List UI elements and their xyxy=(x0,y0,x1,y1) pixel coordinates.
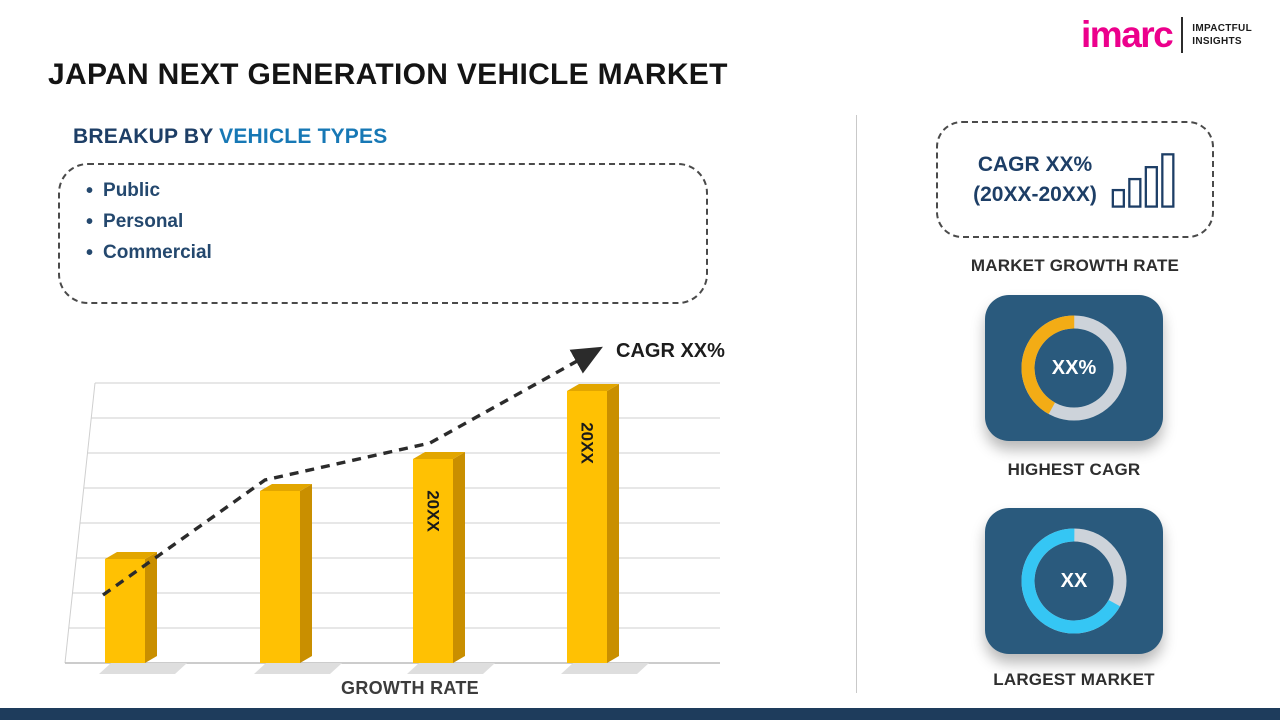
growth-bar-chart: 20XX 20XX xyxy=(40,330,740,700)
list-item: • Commercial xyxy=(86,242,680,265)
vehicle-type-label: Commercial xyxy=(103,241,212,263)
cagr-annotation: CAGR XX% xyxy=(616,340,725,362)
breakup-heading-highlight: VEHICLE TYPES xyxy=(219,125,388,148)
logo-separator xyxy=(1181,16,1184,53)
list-item: • Personal xyxy=(86,211,680,234)
cagr-growth-box: CAGR XX% (20XX-20XX) xyxy=(936,121,1214,238)
vehicle-types-list: • Public • Personal • Commercial xyxy=(86,180,680,264)
bar-chart-canvas: 20XX 20XX xyxy=(64,346,720,674)
cagr-growth-text: CAGR XX% (20XX-20XX) xyxy=(973,150,1097,209)
breakup-heading: BREAKUP BY VEHICLE TYPES xyxy=(73,125,387,149)
page-title: JAPAN NEXT GENERATION VEHICLE MARKET xyxy=(48,58,728,91)
highest-cagr-caption: HIGHEST CAGR xyxy=(1007,460,1141,479)
highest-cagr-card: XX% xyxy=(985,295,1163,441)
logo-tagline-bottom: INSIGHTS xyxy=(1192,35,1242,47)
market-growth-caption: MARKET GROWTH RATE xyxy=(970,256,1180,275)
largest-market-caption: LARGEST MARKET xyxy=(993,670,1155,689)
chart-x-axis-label: GROWTH RATE xyxy=(341,678,479,698)
footer-bar xyxy=(0,708,1280,720)
vehicle-type-label: Personal xyxy=(103,210,184,232)
largest-market-card: XX xyxy=(985,508,1163,654)
vehicle-type-label: Public xyxy=(103,180,161,201)
highest-cagr-donut: XX% xyxy=(1014,308,1134,428)
logo-tagline: IMPACTFUL INSIGHTS xyxy=(1192,22,1252,48)
logo-wordmark: imarc xyxy=(1081,14,1174,55)
bullet-icon: • xyxy=(86,211,94,234)
list-item: • Public xyxy=(86,180,680,203)
largest-market-value: XX xyxy=(1060,569,1088,592)
svg-text:20XX: 20XX xyxy=(424,490,443,532)
cagr-line2: (20XX-20XX) xyxy=(973,182,1097,206)
breakup-heading-prefix: BREAKUP BY xyxy=(73,125,220,148)
highest-cagr-value: XX% xyxy=(1051,356,1097,379)
svg-text:20XX: 20XX xyxy=(578,422,597,464)
vertical-divider xyxy=(856,115,857,693)
bullet-icon: • xyxy=(86,241,94,264)
cagr-line1: CAGR XX% xyxy=(977,153,1093,177)
largest-market-donut: XX xyxy=(1014,521,1134,641)
imarc-logo: imarc IMPACTFUL INSIGHTS xyxy=(1081,16,1252,53)
vehicle-types-box: • Public • Personal • Commercial xyxy=(58,163,708,304)
bar-chart-icon xyxy=(1111,152,1175,208)
logo-tagline-top: IMPACTFUL xyxy=(1192,22,1252,34)
bullet-icon: • xyxy=(86,180,94,203)
